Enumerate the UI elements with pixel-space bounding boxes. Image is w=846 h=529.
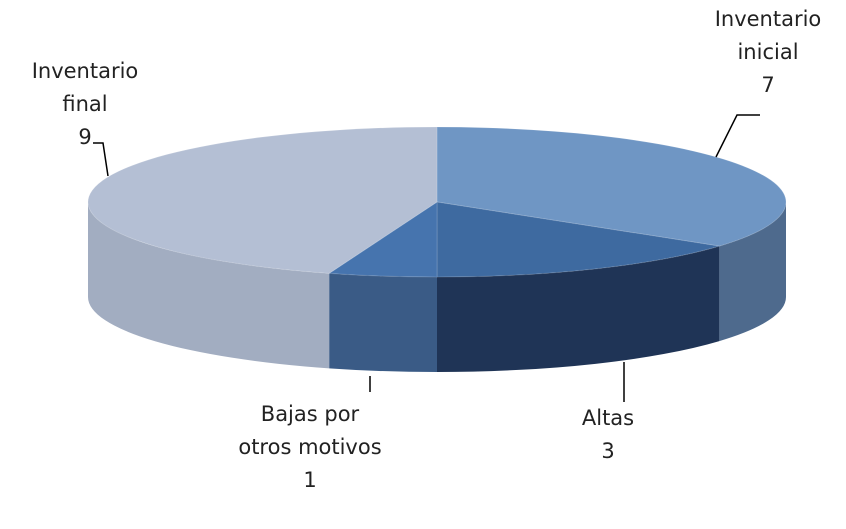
slice — [436, 126, 787, 247]
label-value: 1 — [303, 468, 317, 492]
label-value: 3 — [601, 439, 615, 463]
label-value: 7 — [761, 73, 775, 97]
label-name: Bajas por otros motivos — [238, 402, 382, 459]
leader-line — [93, 142, 109, 177]
slice — [87, 126, 438, 274]
label-name: Inventario inicial — [714, 7, 822, 64]
slice-side — [88, 202, 330, 369]
slice-side — [437, 246, 720, 372]
slice-side — [329, 273, 437, 372]
label-name: Inventario final — [31, 59, 139, 116]
slice — [327, 201, 438, 278]
leader-line — [715, 114, 760, 158]
data-label: Bajas por otros motivos 1 — [235, 398, 385, 497]
data-label: Inventario inicial 7 — [693, 3, 843, 102]
data-label: Altas 3 — [533, 402, 683, 468]
label-name: Altas — [581, 406, 635, 430]
slice — [436, 201, 720, 278]
label-value: 9 — [78, 125, 92, 149]
slice-side — [719, 202, 786, 342]
data-label: Inventario final 9 — [10, 55, 160, 154]
